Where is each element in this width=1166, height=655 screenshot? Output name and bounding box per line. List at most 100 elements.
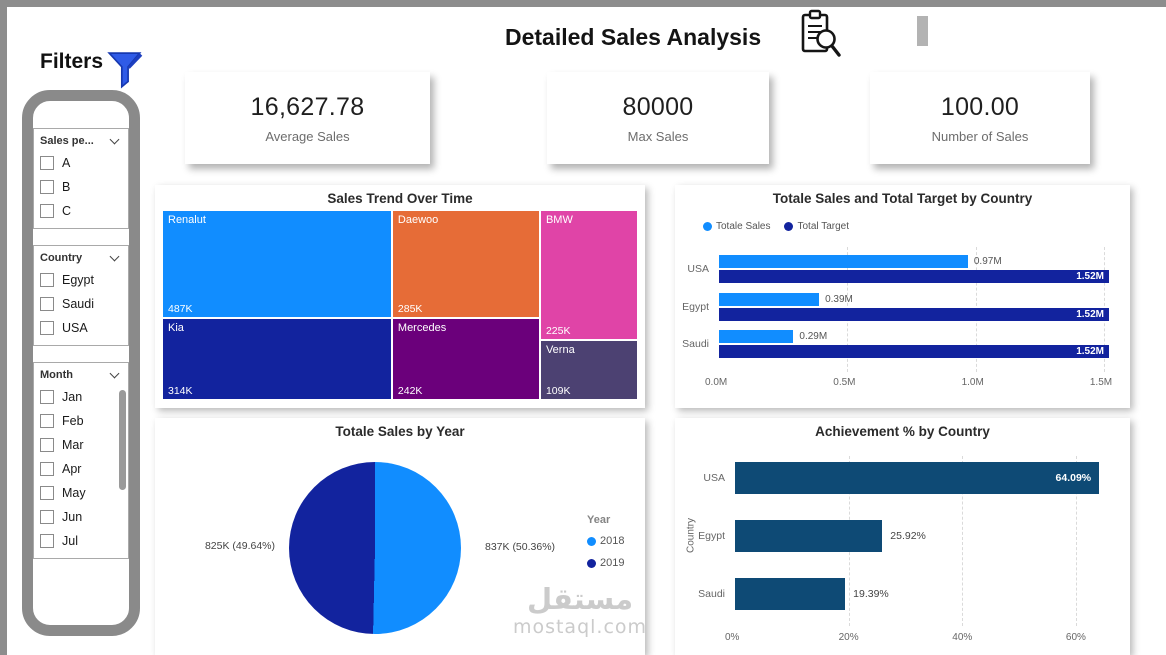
filters-title: Filters [40, 50, 104, 73]
filter-option-label: Egypt [62, 273, 94, 287]
legend-item-total-target[interactable]: Total Target [784, 221, 849, 232]
pie-label-left: 825K (49.64%) [204, 540, 275, 552]
treemap-tile-kia[interactable]: Kia 314K [162, 317, 392, 400]
filter-option-egypt[interactable]: Egypt [34, 268, 128, 292]
checkbox-icon[interactable] [40, 156, 54, 170]
treemap-tile-daewoo[interactable]: Daewoo 285K [391, 210, 540, 318]
filter-group-header[interactable]: Country [34, 246, 128, 268]
filter-option-saudi[interactable]: Saudi [34, 292, 128, 316]
x-axis-tick-label: 0.0M [705, 377, 728, 388]
pie-chart-title: Totale Sales by Year [335, 424, 465, 439]
kpi-card-number-of-sales: 100.00 Number of Sales [870, 72, 1090, 164]
top-right-scroll-thumb[interactable] [917, 16, 928, 46]
legend-label: Total Target [797, 221, 849, 232]
checkbox-icon[interactable] [40, 438, 54, 452]
target-chart-title: Totale Sales and Total Target by Country [772, 191, 1033, 206]
treemap-tile-value: 314K [168, 384, 193, 397]
treemap-tile-verna[interactable]: Verna 109K [539, 339, 638, 400]
checkbox-icon[interactable] [40, 321, 54, 335]
bar-value-label: 1.52M [1076, 346, 1104, 357]
chevron-down-icon [109, 368, 120, 379]
bar-value-label: 64.09% [1055, 472, 1092, 484]
x-axis-tick-label: 60% [1065, 632, 1086, 643]
filter-option-jul[interactable]: Jul [34, 529, 128, 553]
achievement-bar-egypt[interactable]: 25.92% [735, 520, 926, 552]
treemap-tile-label: Verna [545, 343, 575, 356]
target-axis: 0.0M 0.5M 1.0M 1.5M [705, 377, 1113, 391]
gridline [962, 456, 964, 626]
bar-group-usa: 0.97M 1.52M [719, 255, 1109, 285]
checkbox-icon[interactable] [40, 180, 54, 194]
filter-panel-groups: Sales pe... A B C Country Egypt Saudi USA Month J… [33, 101, 129, 559]
checkbox-icon[interactable] [40, 462, 54, 476]
filter-group-label: Month [40, 369, 73, 381]
checkbox-icon[interactable] [40, 486, 54, 500]
treemap-title: Sales Trend Over Time [327, 191, 473, 206]
total-target-bar[interactable]: 1.52M [719, 270, 1109, 283]
target-bar-line: 1.52M [719, 270, 1109, 283]
totale-sales-bar[interactable] [719, 330, 794, 343]
filter-option-mar[interactable]: Mar [34, 433, 128, 457]
legend-dot [587, 558, 596, 568]
x-axis-tick-label: 1.5M [1089, 377, 1113, 388]
total-target-bar[interactable]: 1.52M [719, 345, 1109, 358]
filter-option-c[interactable]: C [34, 199, 128, 223]
filter-option-may[interactable]: May [34, 481, 128, 505]
x-axis-tick-label: 0% [725, 632, 740, 643]
filter-option-a[interactable]: A [34, 151, 128, 175]
kpi-value: 100.00 [940, 92, 1020, 121]
filter-option-label: USA [62, 321, 88, 335]
filter-option-label: C [62, 204, 72, 218]
legend-dot [703, 222, 712, 231]
legend-item-2018[interactable]: 2018 [587, 535, 624, 547]
pie-chart-card: Totale Sales by Year 825K (49.64%) 837K … [155, 418, 645, 655]
legend-item-totale-sales[interactable]: Totale Sales [703, 221, 770, 232]
treemap-tile-renalut[interactable]: Renalut 487K [162, 210, 392, 318]
checkbox-icon[interactable] [40, 273, 54, 287]
category-label-saudi: Saudi [682, 338, 709, 350]
filter-option-apr[interactable]: Apr [34, 457, 128, 481]
target-cats: USA Egypt Saudi [675, 247, 715, 377]
treemap-tile-value: 285K [397, 302, 423, 315]
filter-option-label: Apr [62, 462, 82, 476]
pie-legend-items: 2018 2019 [587, 535, 624, 569]
bar-group-egypt: 0.39M 1.52M [719, 292, 1109, 323]
checkbox-icon[interactable] [40, 534, 54, 548]
achievement-chart-card: Achievement % by Country Country USA Egyp… [675, 418, 1130, 655]
month-list-scrollbar-thumb[interactable] [119, 390, 126, 490]
filter-option-usa[interactable]: USA [34, 316, 128, 340]
pie-label-right: 837K (50.36%) [485, 541, 556, 553]
treemap-tile-mercedes[interactable]: Mercedes 242K [391, 317, 540, 400]
total-target-bar[interactable]: 1.52M [719, 307, 1109, 321]
legend-dot [784, 222, 794, 231]
treemap-tile-value: 109K [545, 384, 571, 397]
achievement-bar-usa[interactable]: 64.09% [735, 462, 1100, 494]
checkbox-icon[interactable] [40, 414, 54, 428]
checkbox-icon[interactable] [40, 510, 54, 524]
filter-group-header[interactable]: Month [34, 363, 128, 385]
legend-item-2019[interactable]: 2019 [587, 557, 624, 569]
bar-value-label: 0.97M [973, 256, 1002, 267]
treemap-tile-label: Daewoo [397, 214, 439, 226]
filter-group-header[interactable]: Sales pe... [34, 129, 128, 151]
treemap-tile-value: 242K [397, 384, 423, 397]
filter-option-jun[interactable]: Jun [34, 505, 128, 529]
filter-option-feb[interactable]: Feb [34, 409, 128, 433]
treemap-tile-bmw[interactable]: BMW 225K [539, 210, 638, 340]
legend-dot [587, 536, 596, 546]
pie-chart[interactable] [289, 462, 461, 634]
checkbox-icon[interactable] [40, 390, 54, 404]
chevron-down-icon [109, 251, 120, 262]
checkbox-icon[interactable] [40, 204, 54, 218]
pie-legend: Year 2018 2019 [587, 514, 624, 579]
target-plot: 0.97M 1.52M 0.39M 1.52M 0.29M 1.52M [719, 247, 1109, 372]
achievement-bar-saudi[interactable]: 19.39% [735, 578, 889, 610]
bar-value-label: 1.52M [1076, 271, 1104, 282]
totale-sales-bar[interactable] [719, 255, 968, 268]
totale-sales-bar[interactable] [719, 292, 820, 306]
filter-option-b[interactable]: B [34, 175, 128, 199]
filter-option-label: Saudi [62, 297, 94, 311]
filter-option-jan[interactable]: Jan [34, 385, 128, 409]
checkbox-icon[interactable] [40, 297, 54, 311]
